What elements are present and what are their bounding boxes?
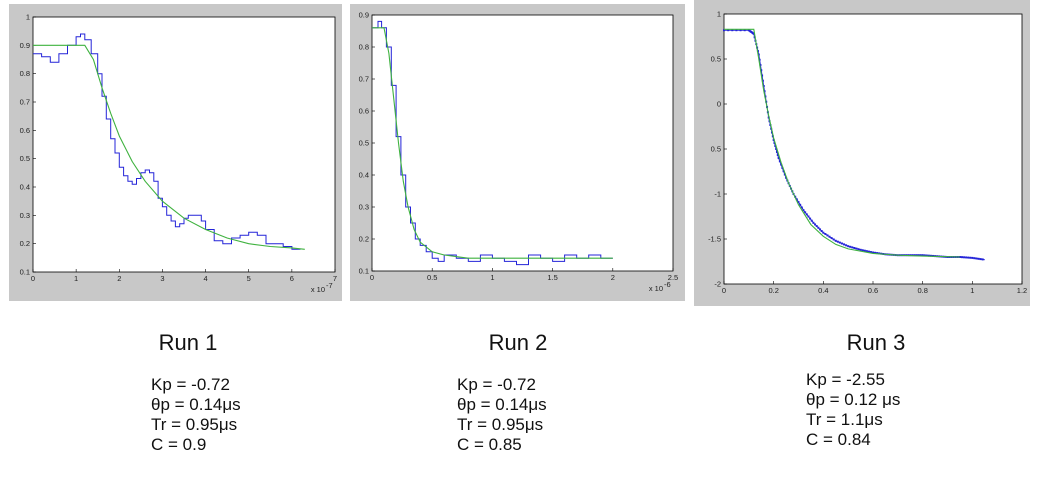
y-tick-label: 0.4 — [20, 183, 30, 192]
x-tick-label: 1 — [74, 274, 78, 283]
y-tick-label: 1 — [717, 10, 721, 19]
x-tick-label: 0.5 — [427, 273, 437, 282]
y-tick-label: 0.8 — [359, 43, 369, 52]
x-exponent: -7 — [326, 281, 333, 290]
run3-chart: 0 0.2 0.4 0.6 0.8 1 1.2 1 0.5 0 0.5 -1 -1.5 -2 — [708, 10, 1027, 296]
y-tick-label: 0.4 — [359, 171, 369, 180]
run2-params: Kp = -0.72 θp = 0.14μs Tr = 0.95μs C = 0… — [457, 375, 547, 455]
y-tick-label: 0.7 — [20, 98, 30, 107]
y-tick-label: -1 — [714, 190, 721, 199]
x-tick-label: 0.6 — [868, 286, 878, 295]
run3-params: Kp = -2.55 θp = 0.12 μs Tr = 1.1μs C = 0… — [806, 370, 900, 450]
run3-title: Run 3 — [846, 330, 906, 355]
x-tick-label: 0 — [722, 286, 726, 295]
y-tick-label: 0.7 — [359, 75, 369, 84]
y-tick-label: 0.5 — [711, 145, 721, 154]
y-tick-label: 0.3 — [359, 203, 369, 212]
plot-area — [723, 13, 1023, 285]
run3-plot: 0 0.2 0.4 0.6 0.8 1 1.2 1 0.5 0 0.5 -1 -1.5 -2 — [694, 0, 1030, 306]
run1-chart: 0 1 2 3 4 5 6 7 0.1 0.2 0.3 0.4 0.5 0.6 0.7 0.8 0.9 1 x 10… — [20, 13, 338, 295]
run1-title: Run 1 — [158, 330, 218, 355]
y-tick-label: 0.5 — [711, 55, 721, 64]
x-tick-label: 2.5 — [668, 273, 678, 282]
y-tick-label: -1.5 — [708, 235, 721, 244]
y-tick-label: 0.6 — [20, 126, 30, 135]
y-tick-label: 0.9 — [359, 11, 369, 20]
run2-chart: 0 0.5 1 1.5 2 2.5 0.1 0.2 0.3 0.4 0.5 0.6 0.7 0.8 0.9 x… — [359, 11, 679, 294]
run2-kp: Kp = -0.72 — [457, 375, 536, 394]
series-step-line — [33, 33, 301, 250]
x-tick-label: 3 — [160, 274, 164, 283]
run2-tr: Tr = 0.95μs — [457, 415, 544, 434]
x-tick-label: 2 — [611, 273, 615, 282]
y-tick-label: 0.1 — [359, 267, 369, 276]
x-tick-label: 4 — [203, 274, 207, 283]
run1-plot: 0 1 2 3 4 5 6 7 0.1 0.2 0.3 0.4 0.5 0.6 0.7 0.8 0.9 1 x 10… — [9, 4, 342, 301]
x-tick-label: 1 — [490, 273, 494, 282]
x-multiplier: x 10 — [311, 285, 325, 294]
y-tick-label: 0.9 — [20, 41, 30, 50]
x-tick-label: 0.4 — [818, 286, 828, 295]
run1-tr: Tr = 0.95μs — [151, 415, 238, 434]
run2-c: C = 0.85 — [457, 435, 522, 454]
x-tick-label: 2 — [117, 274, 121, 283]
run3-theta: θp = 0.12 μs — [806, 390, 901, 409]
y-tick-label: 0.1 — [20, 268, 30, 277]
run3-kp: Kp = -2.55 — [806, 370, 885, 389]
x-tick-label: 1.5 — [547, 273, 557, 282]
plot-area — [371, 14, 674, 272]
run2-title: Run 2 — [488, 330, 548, 355]
x-tick-label: 0.8 — [917, 286, 927, 295]
x-tick-label: 0 — [31, 274, 35, 283]
series-fit-line — [372, 27, 613, 259]
y-tick-label: 0.5 — [359, 139, 369, 148]
y-tick-label: 0.2 — [20, 239, 30, 248]
run3-tr: Tr = 1.1μs — [806, 410, 883, 429]
x-tick-label: 1 — [970, 286, 974, 295]
x-tick-label: 0.2 — [768, 286, 778, 295]
x-tick-label: 7 — [333, 274, 337, 283]
x-tick-label: 5 — [247, 274, 251, 283]
run2-theta: θp = 0.14μs — [457, 395, 547, 414]
run1-theta: θp = 0.14μs — [151, 395, 241, 414]
y-tick-label: 0.2 — [359, 235, 369, 244]
x-exponent: -6 — [664, 280, 671, 289]
run3-c: C = 0.84 — [806, 430, 871, 449]
run1-kp: Kp = -0.72 — [151, 375, 230, 394]
run1-params: Kp = -0.72 θp = 0.14μs Tr = 0.95μs C = 0… — [151, 375, 241, 455]
y-tick-label: 1 — [26, 13, 30, 22]
y-tick-label: -2 — [714, 280, 721, 289]
x-tick-label: 1.2 — [1017, 286, 1027, 295]
x-multiplier: x 10 — [649, 284, 663, 293]
series-step-line — [372, 20, 613, 266]
run2-plot: 0 0.5 1 1.5 2 2.5 0.1 0.2 0.3 0.4 0.5 0.6 0.7 0.8 0.9 x… — [350, 4, 685, 301]
plot-area — [32, 16, 336, 273]
x-tick-label: 6 — [290, 274, 294, 283]
y-tick-label: 0.5 — [20, 154, 30, 163]
y-tick-label: 0.8 — [20, 69, 30, 78]
x-tick-label: 0 — [370, 273, 374, 282]
series-fit-line — [724, 28, 960, 258]
y-tick-label: 0.3 — [20, 211, 30, 220]
run1-c: C = 0.9 — [151, 435, 207, 454]
y-tick-label: 0.6 — [359, 107, 369, 116]
series-fit-line — [33, 44, 305, 250]
y-tick-label: 0 — [717, 100, 721, 109]
